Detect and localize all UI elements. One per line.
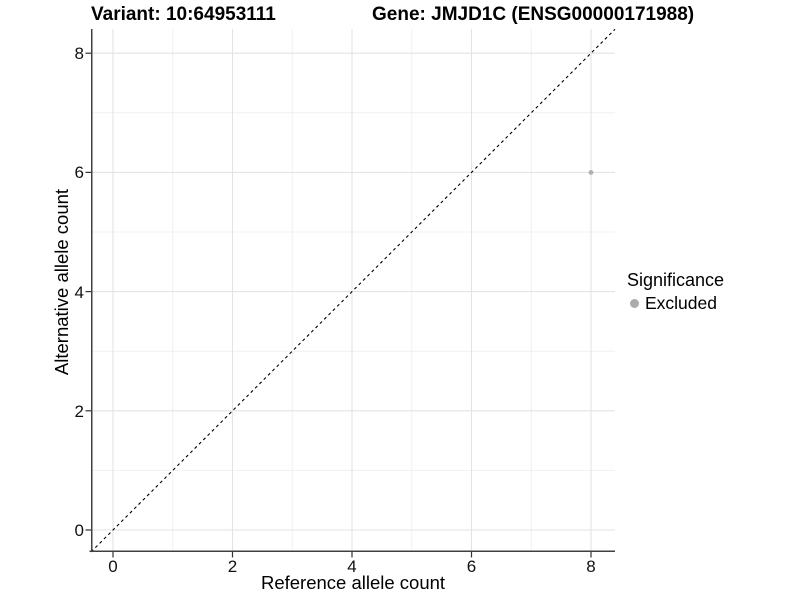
- plot-title-variant: Variant: 10:64953111: [91, 4, 276, 25]
- y-tick-label: 6: [74, 163, 84, 183]
- legend-items: Excluded: [627, 293, 724, 314]
- x-tick-label: 8: [586, 557, 596, 576]
- x-tick-label: 0: [108, 557, 118, 576]
- legend-item: Excluded: [627, 293, 724, 314]
- y-tick-label: 0: [74, 521, 84, 540]
- y-tick-label: 8: [74, 44, 84, 64]
- data-point: [588, 170, 594, 175]
- x-axis-title: Reference allele count: [260, 572, 446, 593]
- identity-reference-line: [90, 28, 616, 553]
- y-axis-title: Alternative allele count: [51, 188, 72, 376]
- x-tick-label: 6: [466, 557, 477, 576]
- legend-item-label: Excluded: [645, 293, 717, 313]
- y-tick-label: 2: [74, 401, 84, 421]
- x-tick-label: 2: [227, 557, 238, 576]
- plot-title-gene: Gene: JMJD1C (ENSG00000171988): [372, 4, 695, 25]
- plot-panel: [85, 28, 616, 558]
- legend-title: Significance: [627, 270, 725, 290]
- y-tick-label: 4: [74, 282, 84, 302]
- x-tick-label: 4: [347, 557, 357, 576]
- legend: Significance Excluded: [627, 268, 724, 314]
- legend-key-dot-icon: [630, 299, 639, 308]
- chart-area: [85, 28, 616, 558]
